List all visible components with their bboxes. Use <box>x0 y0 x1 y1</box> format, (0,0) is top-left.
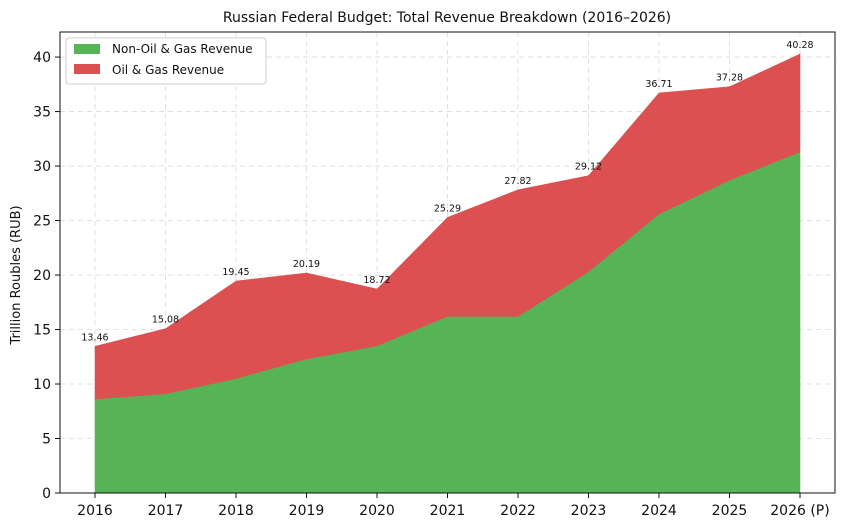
total-label: 36.71 <box>645 79 672 90</box>
data-point-series-1 <box>799 53 801 55</box>
total-label: 25.29 <box>434 203 461 214</box>
data-point-series-1 <box>376 288 378 290</box>
y-tick-label: 0 <box>42 486 51 502</box>
x-tick-label: 2019 <box>289 503 325 519</box>
y-axis-label: Trillion Roubles (RUB) <box>9 205 24 345</box>
total-label: 20.19 <box>293 259 320 270</box>
y-tick-label: 35 <box>33 105 51 121</box>
chart-title: Russian Federal Budget: Total Revenue Br… <box>223 10 671 26</box>
legend-swatch-non-oil <box>74 44 100 54</box>
total-data-labels: 13.46 15.08 19.45 20.19 18.72 25.29 27.82 29.12… <box>81 40 813 343</box>
total-label: 40.28 <box>786 40 813 51</box>
x-tick-label: 2020 <box>359 503 395 519</box>
y-tick-label: 20 <box>33 268 51 284</box>
data-point-series-1 <box>306 272 307 274</box>
y-tick-label: 5 <box>42 432 51 448</box>
area-series-1 <box>94 53 801 400</box>
data-point-series-1 <box>729 86 730 88</box>
x-tick-label: 2026 (P) <box>770 503 829 519</box>
total-label: 18.72 <box>363 275 390 286</box>
total-label: 19.45 <box>222 267 249 278</box>
legend-label-non-oil: Non-Oil & Gas Revenue <box>112 42 253 56</box>
x-tick-label: 2025 <box>712 503 748 519</box>
x-tick-label: 2022 <box>500 503 536 519</box>
legend: Non-Oil & Gas Revenue Oil & Gas Revenue <box>65 37 267 85</box>
legend-label-oil-gas: Oil & Gas Revenue <box>112 63 224 77</box>
total-label: 27.82 <box>504 176 531 187</box>
data-point-series-1 <box>447 216 448 218</box>
data-point-series-1 <box>517 189 519 191</box>
total-label: 37.28 <box>716 73 743 84</box>
data-point-series-1 <box>165 328 166 330</box>
legend-swatch-oil-gas <box>74 64 100 74</box>
data-point-series-1 <box>658 92 660 94</box>
y-tick-label: 25 <box>33 214 51 230</box>
x-tick-label: 2016 <box>77 503 113 519</box>
data-point-series-1 <box>588 175 589 177</box>
y-tick-label: 40 <box>33 50 51 66</box>
y-tick-label: 10 <box>33 377 51 393</box>
legend-box <box>65 37 267 85</box>
total-label: 15.08 <box>152 315 179 326</box>
total-label: 29.12 <box>575 162 602 173</box>
x-tick-label: 2018 <box>218 503 254 519</box>
total-label: 13.46 <box>81 332 108 343</box>
x-tick-label: 2023 <box>571 503 607 519</box>
y-tick-label: 30 <box>33 159 51 175</box>
x-tick-label: 2024 <box>641 503 677 519</box>
x-tick-label: 2021 <box>430 503 466 519</box>
data-point-series-1 <box>235 280 237 282</box>
y-tick-label: 15 <box>33 323 51 339</box>
x-tick-label: 2017 <box>148 503 184 519</box>
data-point-series-1 <box>94 345 96 347</box>
